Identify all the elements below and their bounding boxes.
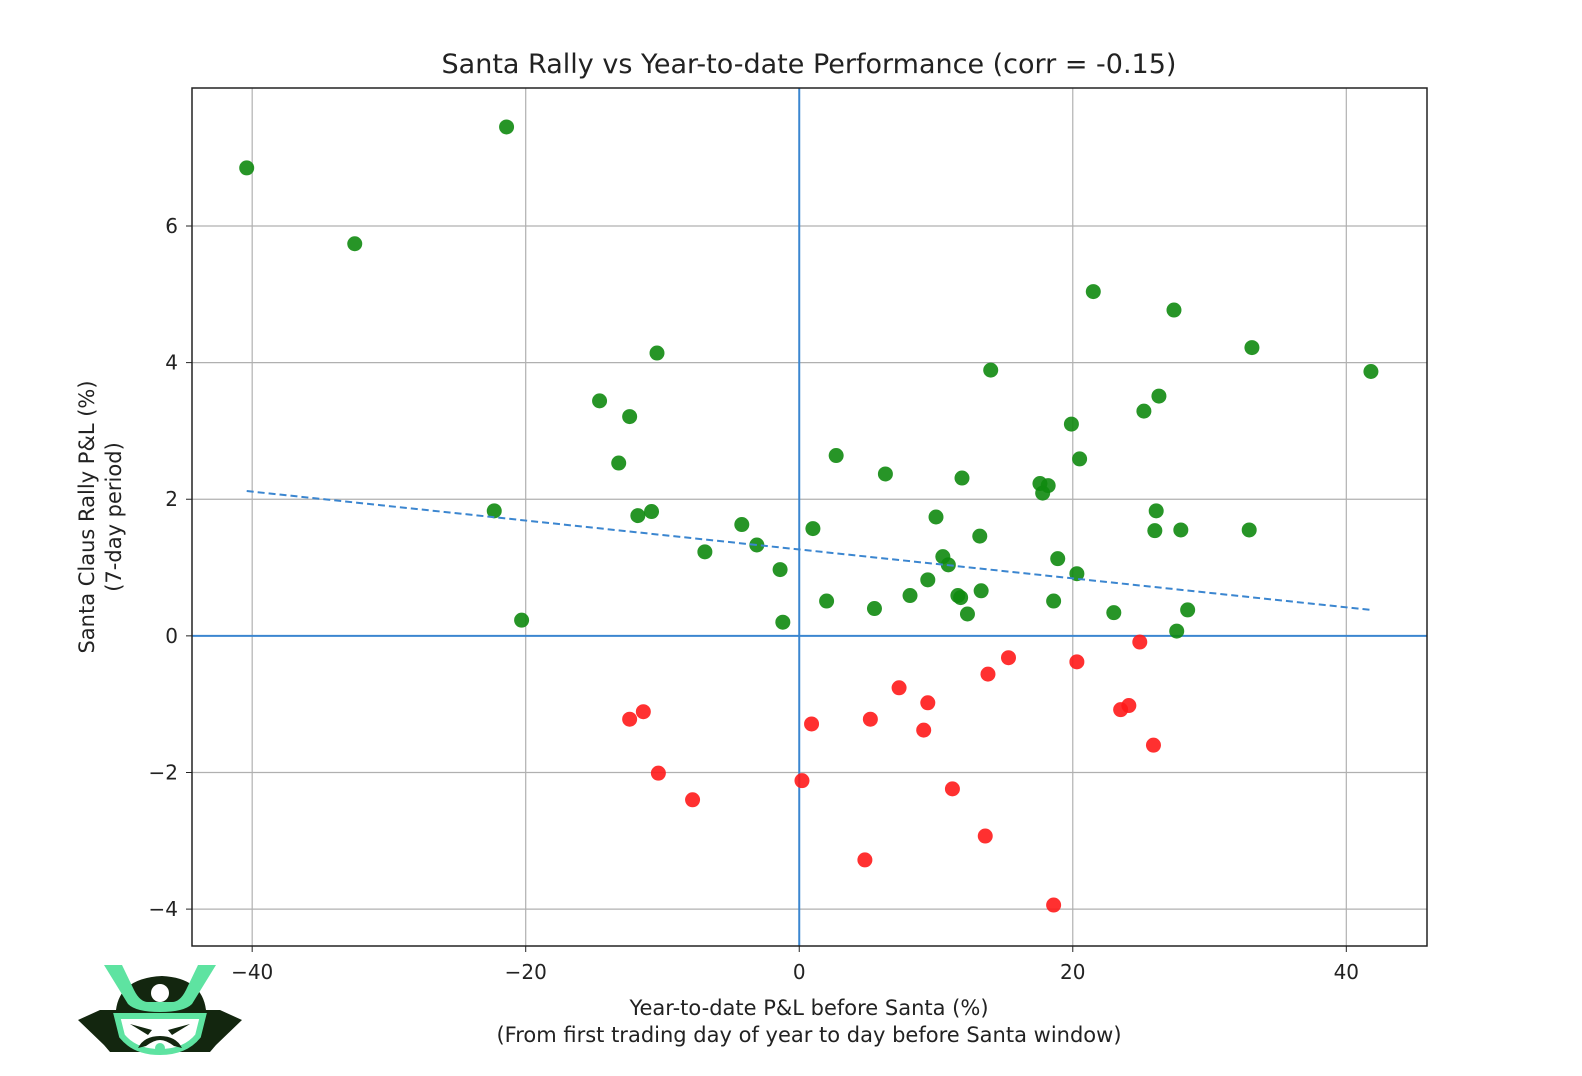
x-tick-label: −20 <box>505 960 547 984</box>
positive-data-point <box>1173 522 1189 538</box>
positive-data-point <box>953 590 969 606</box>
y-tick-label: −2 <box>149 760 178 784</box>
positive-data-point <box>734 517 750 533</box>
positive-data-point <box>983 362 999 378</box>
positive-data-point <box>877 466 893 482</box>
negative-data-point <box>857 852 873 868</box>
positive-data-point <box>1072 451 1088 467</box>
grid <box>192 88 1427 946</box>
positive-data-point <box>972 528 988 544</box>
positive-data-point <box>486 503 502 519</box>
positive-data-point <box>959 606 975 622</box>
negative-data-point <box>1046 897 1062 913</box>
x-tick-label: 20 <box>1060 960 1085 984</box>
positive-data-point <box>819 593 835 609</box>
positive-data-point <box>1136 403 1152 419</box>
positive-data-point <box>805 521 821 537</box>
positive-data-point <box>347 236 363 252</box>
positive-data-point <box>1151 388 1167 404</box>
negative-data-point <box>920 695 936 711</box>
positive-data-point <box>1166 302 1182 318</box>
positive-data-point <box>1241 522 1257 538</box>
plot-frame <box>191 87 1428 947</box>
negative-data-point <box>980 666 996 682</box>
y-tick-label: −4 <box>149 897 178 921</box>
negative-data-point <box>650 765 666 781</box>
negative-data-point <box>1121 698 1137 714</box>
positive-data-point <box>644 504 660 520</box>
y-tick-label: 0 <box>165 624 178 648</box>
trendline-segment <box>246 490 1372 611</box>
positive-data-point <box>1085 284 1101 300</box>
positive-data-point <box>1050 551 1066 567</box>
samurai-helmet-logo <box>78 965 242 1056</box>
y-axis-label: Santa Claus Rally P&L (%) <box>75 380 99 653</box>
y-tick-label: 4 <box>165 351 178 375</box>
positive-data-point <box>1180 602 1196 618</box>
x-tick-label: 40 <box>1334 960 1359 984</box>
positive-data-point <box>920 572 936 588</box>
positive-data-point <box>1244 340 1260 356</box>
positive-data-point <box>697 544 713 560</box>
positive-data-point <box>630 508 646 524</box>
positive-data-point <box>928 509 944 525</box>
y-tick-label: 2 <box>165 487 178 511</box>
positive-data-point <box>828 448 844 464</box>
positive-data-point <box>1363 363 1379 379</box>
positive-data-point <box>902 588 918 604</box>
positive-data-point <box>592 393 608 409</box>
positive-data-point <box>1106 605 1122 621</box>
positive-data-point <box>1169 623 1185 639</box>
positive-data-point <box>622 409 638 425</box>
x-tick-label: 0 <box>793 960 806 984</box>
negative-data-point <box>685 792 701 808</box>
negative-data-point <box>891 680 907 696</box>
positive-data-point <box>973 583 989 599</box>
y-axis-sublabel: (7-day period) <box>102 442 126 592</box>
positive-data-point <box>1046 593 1062 609</box>
positive-data-point <box>866 601 882 617</box>
positive-data-point <box>611 455 627 471</box>
positive-data-point <box>649 345 665 361</box>
x-axis-sublabel: (From first trading day of year to day b… <box>496 1023 1121 1047</box>
negative-data-point <box>622 711 638 727</box>
negative-data-point <box>635 704 651 720</box>
positive-data-point <box>499 119 515 135</box>
negative-data-point <box>1069 654 1085 670</box>
positive-data-point <box>514 612 530 628</box>
negative-data-point <box>916 722 932 738</box>
x-axis-label: Year-to-date P&L before Santa (%) <box>628 996 988 1020</box>
negative-data-point <box>1132 634 1148 650</box>
y-tick-label: 6 <box>165 214 178 238</box>
positive-data-point <box>1040 478 1056 494</box>
positive-data-point <box>954 470 970 486</box>
positive-data-point <box>1148 503 1164 519</box>
trendline <box>246 490 1372 611</box>
negative-data-point <box>977 828 993 844</box>
data-points <box>239 119 1379 913</box>
negative-data-point <box>804 716 820 732</box>
positive-data-point <box>239 160 255 176</box>
chart-title: Santa Rally vs Year-to-date Performance … <box>442 49 1177 80</box>
negative-data-point <box>1145 737 1161 753</box>
positive-data-point <box>1063 416 1079 432</box>
zero-lines <box>192 88 1427 946</box>
positive-data-point <box>775 614 791 630</box>
x-tick-label: −40 <box>231 960 273 984</box>
negative-data-point <box>794 773 810 789</box>
negative-data-point <box>944 781 960 797</box>
negative-data-point <box>862 711 878 727</box>
positive-data-point <box>1147 523 1163 539</box>
negative-data-point <box>1000 650 1016 666</box>
positive-data-point <box>772 562 788 578</box>
